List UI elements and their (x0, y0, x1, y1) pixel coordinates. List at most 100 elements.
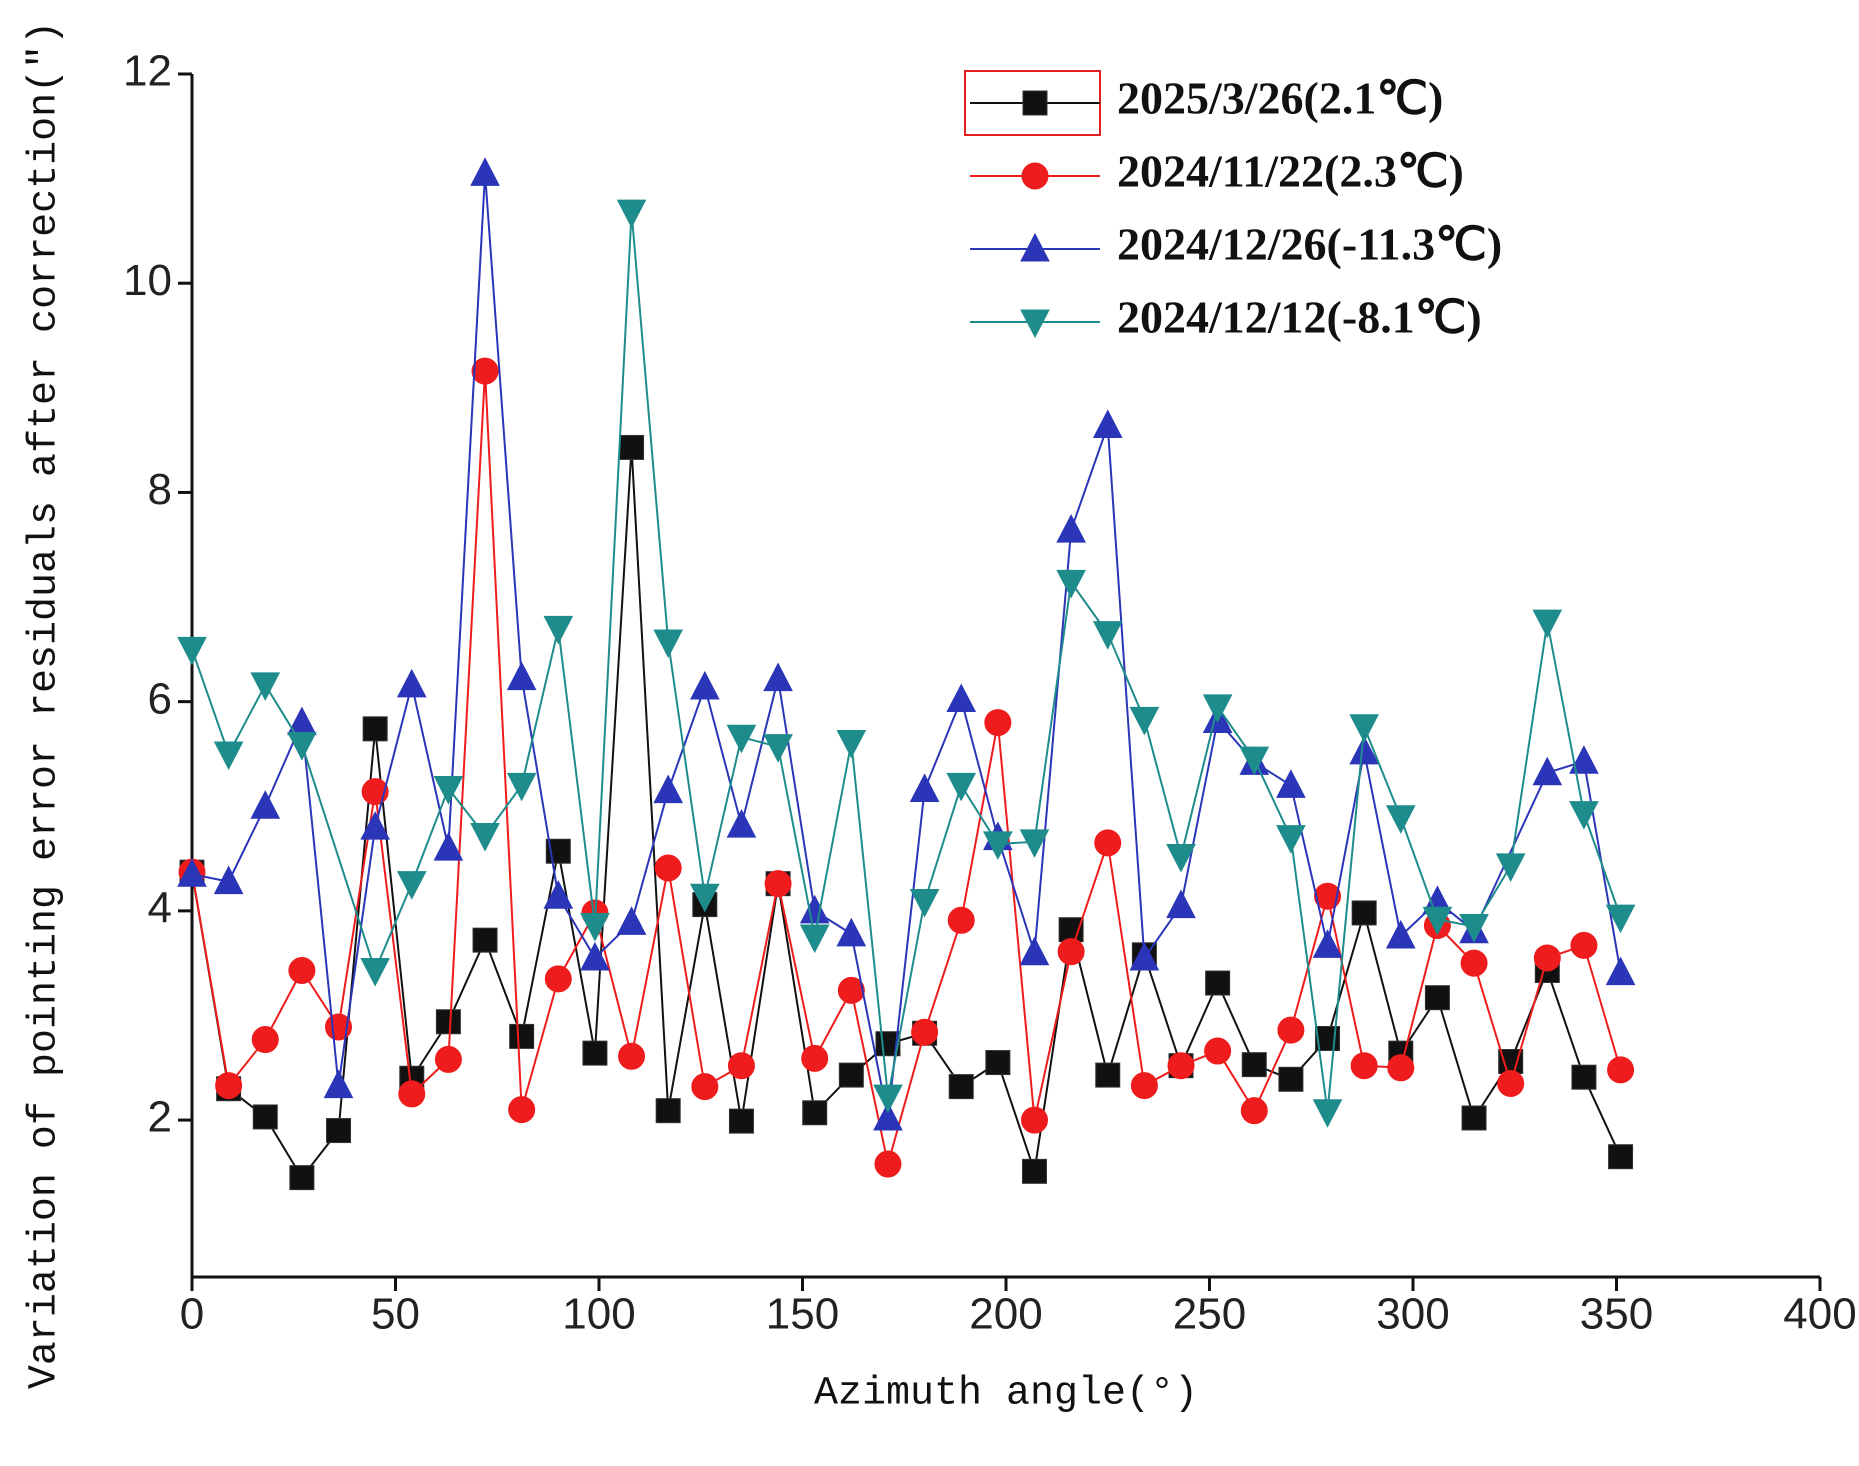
marker (726, 809, 757, 838)
marker (654, 854, 682, 882)
marker (1497, 1069, 1525, 1097)
marker (543, 880, 574, 909)
marker (215, 1072, 243, 1100)
series-line (191, 211, 1622, 1112)
marker (836, 917, 867, 947)
y-tick-label: 2 (148, 1093, 172, 1142)
marker (396, 668, 427, 698)
marker (1277, 1016, 1305, 1044)
marker (177, 636, 207, 666)
marker (1057, 938, 1085, 966)
y-tick-label: 8 (148, 465, 172, 514)
marker (1204, 1037, 1232, 1065)
marker (689, 883, 720, 913)
marker (434, 1045, 462, 1073)
marker (655, 1098, 681, 1124)
marker (1129, 706, 1160, 736)
x-axis-title: Azimuth angle(°) (814, 1372, 1198, 1417)
marker (653, 629, 684, 659)
marker (1312, 929, 1343, 958)
marker (287, 732, 317, 761)
marker (1387, 1054, 1415, 1082)
marker (1422, 906, 1453, 936)
x-tick-label: 300 (1376, 1290, 1449, 1339)
marker (251, 1026, 279, 1054)
marker (1605, 904, 1636, 934)
marker (1570, 931, 1598, 959)
marker (763, 734, 793, 763)
marker (1350, 1052, 1378, 1080)
marker (983, 831, 1013, 861)
legend-marker (1022, 90, 1048, 116)
marker (1385, 805, 1416, 834)
legend-marker (1021, 162, 1049, 190)
marker (398, 1080, 426, 1108)
legend-marker (1020, 232, 1050, 262)
marker (619, 434, 645, 460)
marker (1351, 900, 1377, 926)
marker (1460, 949, 1488, 977)
marker (287, 706, 317, 736)
marker (1276, 769, 1306, 798)
marker (1276, 825, 1306, 854)
marker (326, 1118, 352, 1144)
marker (1349, 714, 1379, 743)
marker (1459, 914, 1489, 943)
marker (1240, 1097, 1268, 1125)
marker (1021, 1158, 1047, 1184)
marker (1532, 609, 1563, 639)
marker (873, 1101, 903, 1131)
marker (1019, 829, 1050, 858)
marker (1533, 944, 1561, 972)
marker (1166, 843, 1196, 873)
marker (984, 709, 1012, 737)
marker (544, 965, 572, 993)
marker (1349, 735, 1379, 765)
marker (582, 1040, 608, 1066)
marker (874, 1150, 902, 1178)
marker (396, 871, 427, 900)
marker (252, 1104, 278, 1130)
marker (543, 615, 574, 645)
legend-label: 2025/3/26(2.1℃) (1117, 73, 1443, 124)
y-tick-label: 4 (148, 883, 172, 932)
marker (506, 661, 537, 691)
y-axis-title: Variation of pointing error residuals af… (23, 21, 68, 1389)
marker (1092, 621, 1123, 650)
marker (764, 870, 792, 898)
marker (911, 1018, 939, 1046)
marker (653, 774, 684, 804)
marker (1202, 694, 1233, 723)
marker (506, 772, 537, 802)
marker (836, 729, 867, 759)
marker (727, 1052, 755, 1080)
x-tick-label: 200 (969, 1290, 1042, 1339)
x-tick-label: 400 (1783, 1290, 1856, 1339)
marker (1569, 745, 1599, 774)
marker (837, 976, 865, 1004)
marker (689, 670, 720, 700)
marker (726, 724, 757, 754)
marker (360, 811, 390, 840)
marker (948, 1074, 974, 1100)
y-tick-label: 6 (148, 674, 172, 723)
marker (801, 1044, 829, 1072)
marker (1607, 1056, 1635, 1084)
marker (433, 832, 464, 861)
marker (1094, 829, 1122, 857)
marker (472, 927, 498, 953)
marker (177, 858, 207, 887)
series-line (191, 371, 1622, 1165)
marker (1166, 889, 1196, 919)
marker (1167, 1052, 1195, 1080)
x-tick-label: 0 (180, 1290, 204, 1339)
marker (946, 683, 977, 713)
marker (1130, 1072, 1158, 1100)
y-tick-label: 12 (123, 47, 172, 96)
marker (1461, 1105, 1487, 1131)
marker (471, 357, 499, 385)
marker (1056, 569, 1086, 599)
x-tick-label: 350 (1580, 1290, 1653, 1339)
marker (1385, 919, 1416, 949)
